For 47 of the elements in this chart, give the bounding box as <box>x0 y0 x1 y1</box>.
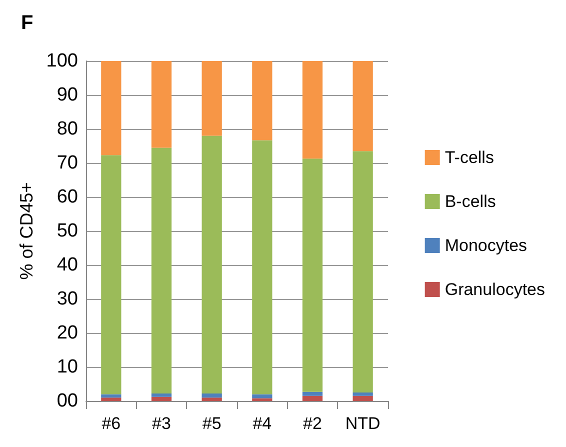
y-tick-label: 70 <box>56 152 78 174</box>
y-tick-label: 00 <box>56 390 78 412</box>
chart-title: F <box>21 12 34 34</box>
x-tick-label: #5 <box>202 414 222 433</box>
bar <box>151 394 172 397</box>
x-tick-label: #2 <box>303 414 322 433</box>
bar <box>302 396 323 401</box>
y-tick-label: 10 <box>56 356 78 378</box>
bar <box>202 136 222 394</box>
y-axis-title: % of CD45+ <box>16 182 36 280</box>
bar <box>252 398 272 401</box>
bar <box>352 396 373 401</box>
bar <box>352 61 373 152</box>
x-tick-label: #4 <box>252 414 272 433</box>
bar <box>352 392 373 396</box>
bar <box>101 394 122 398</box>
legend-label: T-cells <box>444 148 494 167</box>
y-tick-label: 80 <box>56 118 78 140</box>
bar <box>151 61 172 148</box>
y-tick-label: 90 <box>56 84 78 106</box>
bar <box>302 61 323 159</box>
bar <box>151 396 172 401</box>
y-tick-label: 30 <box>56 288 78 310</box>
bar <box>252 140 272 394</box>
bar <box>151 148 172 394</box>
bar <box>202 394 222 398</box>
legend-label: Monocytes <box>444 236 528 255</box>
bar <box>101 398 122 401</box>
legend-label: Granulocytes <box>444 280 546 299</box>
y-tick-label: 100 <box>46 50 78 72</box>
x-tick-label: #6 <box>102 414 121 433</box>
bar <box>101 155 122 394</box>
y-tick-label: 40 <box>56 254 78 276</box>
bar <box>202 61 222 136</box>
bar <box>302 392 323 396</box>
x-tick-label: NTD <box>345 414 380 433</box>
bar <box>352 151 373 392</box>
bar <box>252 394 272 398</box>
bar <box>202 398 222 401</box>
bar <box>252 61 272 140</box>
bar <box>101 61 122 156</box>
y-tick-label: 20 <box>56 322 78 344</box>
x-tick-label: #3 <box>152 414 171 433</box>
y-tick-label: 50 <box>56 220 78 242</box>
bar <box>302 158 323 392</box>
legend-label: B-cells <box>444 192 496 211</box>
y-tick-label: 60 <box>56 186 78 208</box>
